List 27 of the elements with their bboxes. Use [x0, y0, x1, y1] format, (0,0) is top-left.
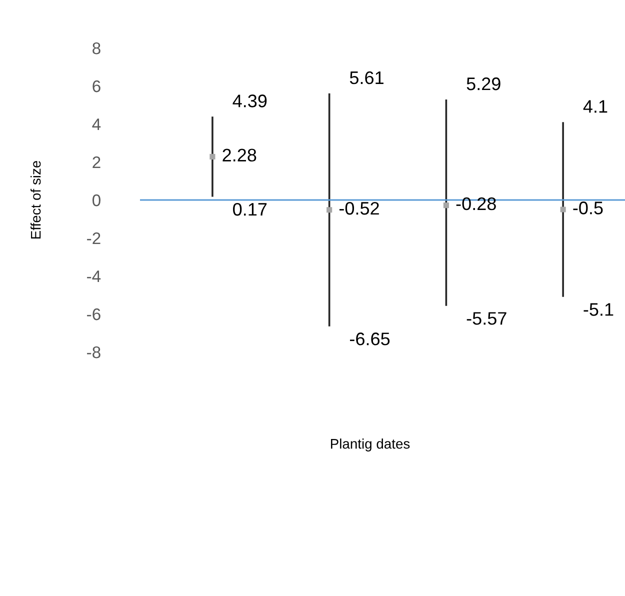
y-tick-label: 2 — [92, 156, 100, 168]
data-label: -0.28 — [456, 197, 496, 210]
point — [443, 202, 449, 208]
annotation: 5.29 — [466, 77, 500, 90]
text: Plantig dates — [330, 438, 410, 452]
point — [560, 206, 566, 212]
y-axis-title: Effect of size — [30, 160, 41, 238]
annotation: 5.61 — [350, 71, 384, 84]
y-tick-label: -8 — [87, 346, 100, 358]
annotation: 0.17 — [233, 202, 267, 216]
data-label: -0.5 — [573, 202, 603, 214]
point — [210, 154, 216, 160]
annotation: -6.65 — [350, 332, 390, 346]
data-label: -0.52 — [339, 202, 379, 215]
y-tick-label: 4 — [92, 118, 101, 130]
y-tick-label: 6 — [92, 80, 100, 92]
annotation: -5.1 — [584, 303, 614, 316]
y-tick-label: 8 — [92, 42, 100, 54]
y-tick-label: -6 — [87, 308, 100, 320]
annotation: 4.1 — [583, 100, 608, 113]
data-label: 2.28 — [222, 148, 256, 162]
annotation: 4.39 — [232, 94, 267, 108]
y-tick-label: -2 — [87, 232, 100, 244]
y-tick-label: 0 — [92, 194, 100, 206]
point — [326, 207, 332, 213]
annotation: -5.57 — [466, 312, 506, 325]
y-tick-label: -4 — [87, 270, 101, 282]
